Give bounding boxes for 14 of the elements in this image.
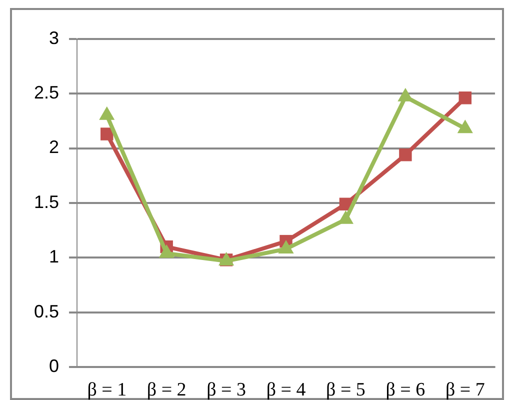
x-tick-label: β = 4 [266, 380, 306, 400]
y-tick-label: 2 [49, 137, 60, 158]
x-tick-label: β = 3 [206, 380, 246, 400]
x-tick-label: β = 7 [445, 380, 485, 400]
x-tick-label: β = 5 [326, 380, 366, 400]
y-tick-label: 0.5 [34, 301, 60, 322]
x-tick-label: β = 6 [386, 380, 426, 400]
y-tick-label: 0 [49, 356, 60, 376]
y-tick-label: 1 [49, 246, 60, 267]
x-tick-label: β = 1 [87, 380, 127, 400]
x-tick-label: β = 2 [146, 380, 186, 400]
y-tick-label: 3 [49, 28, 60, 48]
y-tick-label: 1.5 [34, 192, 60, 212]
y-tick-label: 2.5 [34, 82, 60, 102]
